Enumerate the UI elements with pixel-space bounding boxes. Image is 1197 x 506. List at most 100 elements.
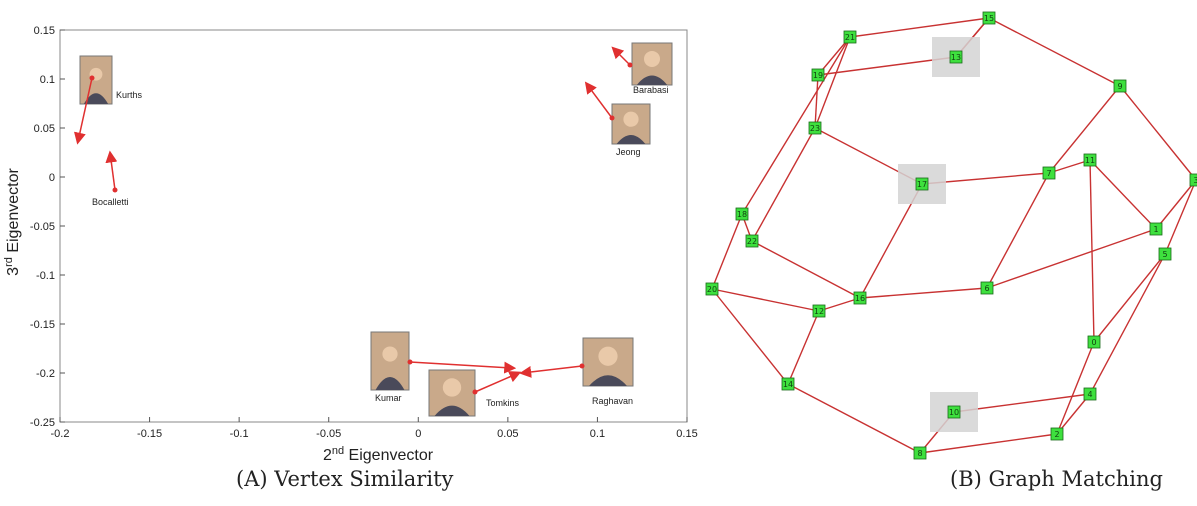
graph-node-19: 19 [811, 68, 825, 82]
caption-a: (A) Vertex Similarity [236, 467, 454, 491]
svg-text:16: 16 [855, 294, 865, 303]
arrow-tomkins [474, 371, 522, 393]
svg-text:6: 6 [984, 284, 989, 293]
label-bocalletti: Bocalletti [92, 197, 129, 207]
graph-edge [814, 74, 819, 129]
graph-edge [787, 310, 820, 385]
y-tick-label: -0.1 [36, 270, 55, 282]
arrow-kurths [73, 77, 93, 145]
graph-edge [988, 17, 1121, 87]
svg-text:20: 20 [707, 285, 717, 294]
graph-node-7: 7 [1042, 166, 1056, 180]
arrow-jeong [584, 81, 613, 119]
graph-highlights [898, 37, 980, 432]
arrow-kumar [409, 361, 517, 374]
y-tick-label: 0.05 [34, 123, 55, 135]
x-tick-label: -0.1 [230, 428, 249, 440]
graph-node-4: 4 [1083, 387, 1097, 401]
svg-text:11: 11 [1085, 156, 1095, 165]
y-tick-label: 0.15 [34, 25, 55, 37]
x-axis-label: 2nd Eigenvector [323, 445, 434, 464]
svg-text:15: 15 [984, 14, 994, 23]
caption-b: (B) Graph Matching [950, 467, 1163, 491]
svg-text:5: 5 [1162, 250, 1167, 259]
graph-edge [1155, 179, 1197, 230]
graph-edge [751, 240, 861, 299]
graph-edge [741, 36, 851, 215]
label-tomkins: Tomkins [486, 398, 520, 408]
graph-edge [818, 297, 861, 312]
graph-node-6: 6 [980, 281, 994, 295]
x-tick-label: 0 [415, 428, 421, 440]
label-kumar: Kumar [375, 393, 402, 403]
y-tick-label: 0 [49, 172, 55, 184]
svg-text:23: 23 [810, 124, 820, 133]
svg-text:7: 7 [1046, 169, 1051, 178]
graph-node-22: 22 [745, 234, 759, 248]
graph-edge [1164, 179, 1197, 255]
svg-text:14: 14 [783, 380, 793, 389]
svg-text:0: 0 [1091, 338, 1096, 347]
x-tick-label: -0.15 [137, 428, 162, 440]
graph-edge [1093, 253, 1166, 343]
graph-edge [986, 172, 1050, 289]
graph-edge [1048, 159, 1091, 174]
svg-text:21: 21 [845, 33, 855, 42]
svg-text:18: 18 [737, 210, 747, 219]
arrow-bocalletti [105, 150, 118, 191]
svg-text:13: 13 [951, 53, 961, 62]
graph-node-20: 20 [705, 282, 719, 296]
photo-kumar [370, 331, 410, 391]
y-tick-label: -0.15 [30, 319, 55, 331]
graph-edge [1056, 393, 1091, 435]
y-tick-label: -0.05 [30, 221, 55, 233]
graph-edge [711, 288, 820, 312]
x-tick-label: -0.05 [316, 428, 341, 440]
graph-node-21: 21 [843, 30, 857, 44]
graph-node-3: 3 [1189, 173, 1197, 187]
graph-node-12: 12 [812, 304, 826, 318]
scatter-chart: -0.2 -0.15 -0.1 -0.05 0 0.05 0.1 0.15 0.15 0.1 0.0… [3, 25, 698, 464]
graph-edge [1089, 253, 1166, 395]
graph-edge [1048, 85, 1121, 174]
graph-edge [1056, 341, 1095, 435]
svg-text:22: 22 [747, 237, 757, 246]
graph-edge [814, 36, 851, 129]
x-tick-label: 0.1 [590, 428, 605, 440]
graph-node-8: 8 [913, 446, 927, 460]
svg-text:1: 1 [1153, 225, 1158, 234]
svg-text:12: 12 [814, 307, 824, 316]
graph-node-15: 15 [982, 11, 996, 25]
svg-text:2: 2 [1054, 430, 1059, 439]
graph-node-1: 1 [1149, 222, 1163, 236]
photo-kurths [79, 55, 113, 105]
svg-text:9: 9 [1117, 82, 1122, 91]
svg-text:10: 10 [949, 408, 959, 417]
graph-node-2: 2 [1050, 427, 1064, 441]
label-jeong: Jeong [616, 147, 641, 157]
svg-text:19: 19 [813, 71, 823, 80]
graph-edge [751, 127, 816, 242]
svg-text:4: 4 [1087, 390, 1092, 399]
arrow-raghavan [519, 365, 583, 378]
y-tick-label: 0.1 [40, 74, 55, 86]
arrow-barabasi [611, 46, 631, 66]
graph-node-9: 9 [1113, 79, 1127, 93]
svg-text:17: 17 [917, 180, 927, 189]
graph-edge [986, 228, 1157, 289]
graph-node-14: 14 [781, 377, 795, 391]
graph-node-5: 5 [1158, 247, 1172, 261]
graph-node-17: 17 [915, 177, 929, 191]
annotations: Kurths Bocalletti Barabasi Jeong Kumar Tomkin… [73, 42, 673, 417]
y-tick-label: -0.2 [36, 368, 55, 380]
graph-edge [919, 433, 1058, 454]
label-barabasi: Barabasi [633, 85, 669, 95]
y-tick-label: -0.25 [30, 417, 55, 429]
x-tick-label: 0.05 [497, 428, 518, 440]
graph-edge [1089, 159, 1157, 230]
svg-text:8: 8 [917, 449, 922, 458]
graph-edge [859, 287, 988, 299]
label-kurths: Kurths [116, 90, 143, 100]
graph-edge [849, 17, 990, 38]
graph-node-18: 18 [735, 207, 749, 221]
